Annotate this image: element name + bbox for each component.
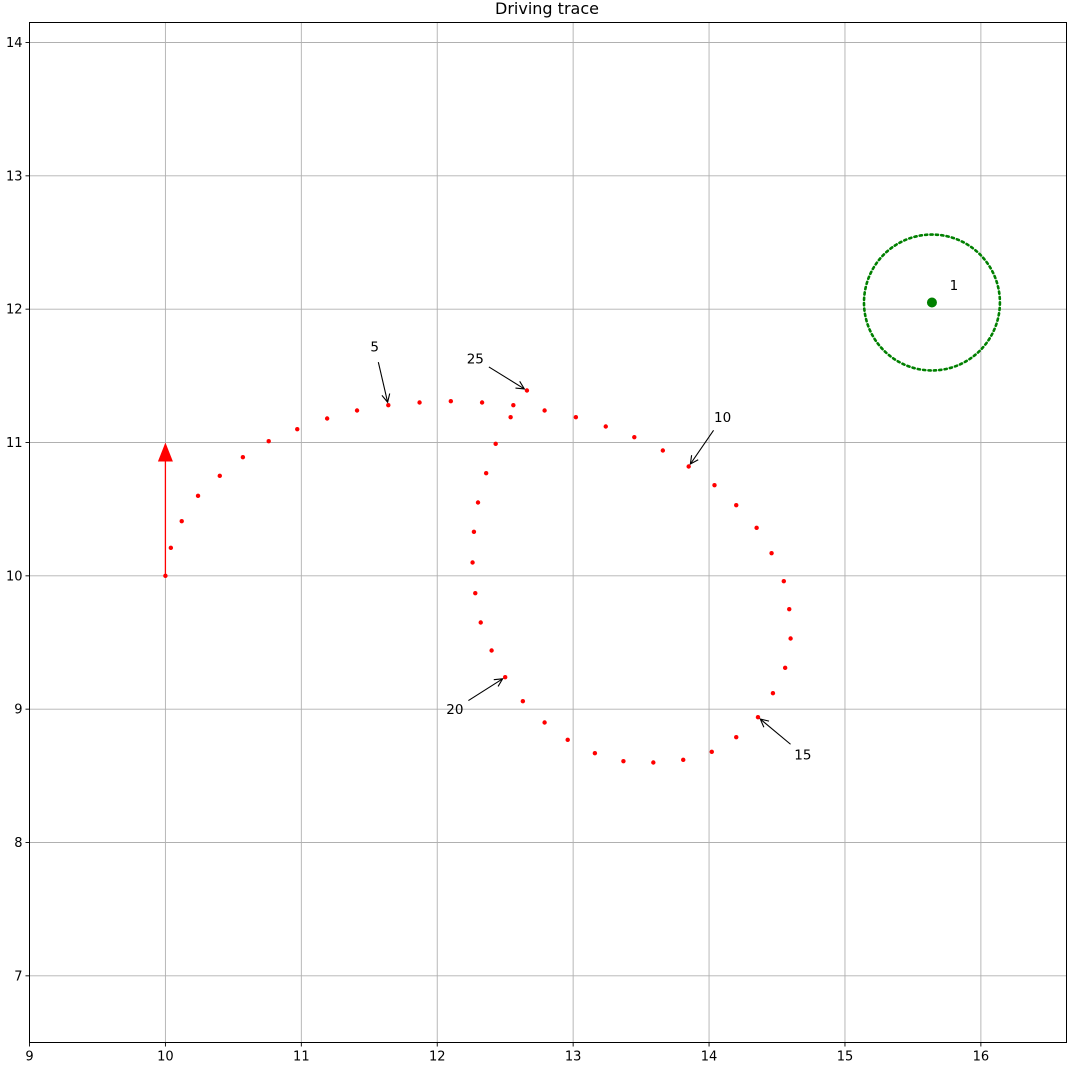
trace-point xyxy=(734,502,739,508)
annotation-arrow xyxy=(689,430,715,465)
annotation-label: 25 xyxy=(467,352,484,368)
trace-point xyxy=(621,758,626,764)
y-tick-label: 11 xyxy=(6,436,23,451)
annotation-arrow xyxy=(488,366,525,390)
trace-point xyxy=(470,560,475,565)
trace-point xyxy=(217,473,222,479)
grid-lines xyxy=(29,22,1067,1043)
x-tick-label: 10 xyxy=(157,1050,174,1065)
goal-marker: 1 xyxy=(862,233,1002,372)
trace-point xyxy=(324,416,330,421)
trace-point xyxy=(632,434,637,440)
trace-point xyxy=(168,545,174,551)
y-tick-label: 12 xyxy=(6,303,23,318)
start-heading-arrow xyxy=(157,442,173,576)
goal-point xyxy=(926,297,937,308)
x-tick-label: 14 xyxy=(701,1050,718,1065)
trace-point xyxy=(240,454,246,460)
y-axis: 7 8 9 10 11 12 13 14 xyxy=(6,36,30,984)
x-tick-label: 9 xyxy=(25,1050,33,1065)
annotations: 5 10 15 20 25 xyxy=(370,340,811,764)
trace-point xyxy=(179,518,184,524)
goal-radius-circle xyxy=(862,233,1002,372)
trace-point xyxy=(712,482,717,488)
annotation-arrowhead xyxy=(515,381,526,390)
trace-point xyxy=(502,674,508,680)
y-tick-label: 13 xyxy=(6,169,23,184)
trace-point xyxy=(782,665,788,671)
trace-point xyxy=(709,749,714,755)
trace-point xyxy=(769,550,774,556)
trace-point xyxy=(354,408,360,413)
trace-point xyxy=(603,424,608,429)
trace-point xyxy=(755,714,761,720)
trace-point xyxy=(681,757,686,763)
start-arrow-head xyxy=(157,442,173,462)
trace-point xyxy=(542,408,547,413)
trace-point xyxy=(542,720,547,725)
y-tick-label: 9 xyxy=(14,703,22,718)
trace-point xyxy=(508,414,513,420)
trace-point xyxy=(266,438,271,444)
annotation-label: 10 xyxy=(714,410,731,426)
trace-point xyxy=(448,398,454,404)
trace-point xyxy=(195,493,201,499)
trace-point xyxy=(489,648,494,653)
chart-title: Driving trace xyxy=(495,0,599,18)
y-tick-label: 14 xyxy=(6,36,23,51)
trace-point xyxy=(295,426,300,432)
trace-point xyxy=(787,606,792,612)
y-tick-label: 8 xyxy=(14,836,22,851)
trace-point xyxy=(478,620,483,625)
trace-point xyxy=(651,760,656,765)
trace-point xyxy=(660,448,666,453)
annotation-arrowhead xyxy=(689,455,699,466)
trace-point xyxy=(511,402,516,408)
trace-point xyxy=(573,414,579,420)
trace-point xyxy=(471,529,477,535)
trace-point xyxy=(686,464,691,469)
annotation-arrowhead xyxy=(493,678,504,687)
trace-points xyxy=(163,388,793,765)
annotation-arrow xyxy=(468,678,503,702)
x-tick-label: 13 xyxy=(565,1050,582,1065)
x-tick-label: 12 xyxy=(429,1050,446,1065)
goal-label: 1 xyxy=(950,278,959,294)
trace-point xyxy=(493,441,498,447)
trace-point xyxy=(788,636,793,641)
x-tick-label: 16 xyxy=(973,1050,990,1065)
x-tick-label: 15 xyxy=(837,1050,854,1065)
trace-point xyxy=(417,400,422,405)
annotation-arrowhead xyxy=(759,718,770,728)
annotation-label: 20 xyxy=(446,702,463,718)
trace-point xyxy=(524,388,530,393)
trace-point xyxy=(592,750,598,756)
annotation-arrow xyxy=(377,361,389,403)
y-tick-label: 10 xyxy=(6,569,23,584)
trace-point xyxy=(473,590,478,596)
annotation-label: 15 xyxy=(794,748,811,764)
trace-point xyxy=(520,698,526,704)
annotation-arrowhead xyxy=(381,393,391,404)
annotation-label: 5 xyxy=(370,340,379,356)
trace-point xyxy=(483,470,489,476)
trace-point xyxy=(770,690,776,696)
y-tick-label: 7 xyxy=(14,969,22,984)
trace-point xyxy=(734,734,739,740)
plot-frame xyxy=(29,22,1067,1043)
trace-point xyxy=(565,737,570,743)
trace-point xyxy=(781,578,787,584)
trace-point xyxy=(479,400,485,405)
x-tick-label: 11 xyxy=(293,1050,310,1065)
annotation-arrow xyxy=(759,718,791,745)
x-axis: 9 10 11 12 13 14 15 16 xyxy=(25,1042,990,1065)
trace-point xyxy=(475,500,481,505)
trace-point xyxy=(754,525,759,531)
trace-point xyxy=(386,402,391,408)
